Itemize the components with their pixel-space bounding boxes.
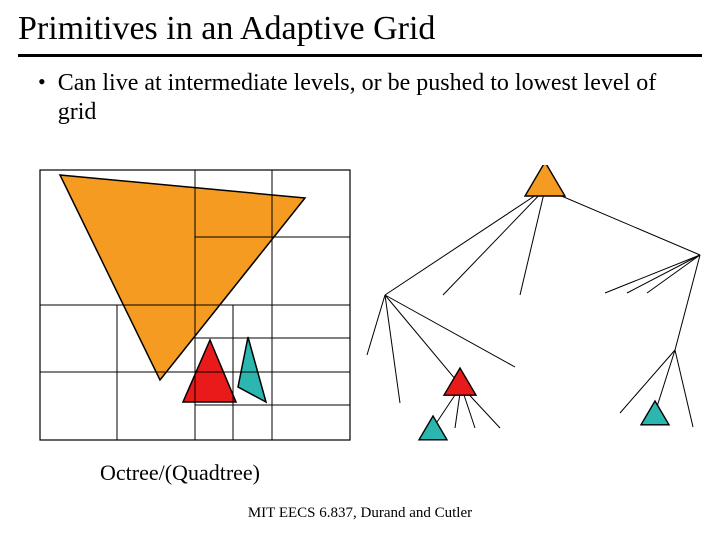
- bullet-text: Can live at intermediate levels, or be p…: [58, 69, 680, 128]
- title-rule: [18, 54, 702, 57]
- bullet-dot: •: [38, 69, 46, 96]
- slide-title: Primitives in an Adaptive Grid: [0, 0, 720, 54]
- bullet-1: • Can live at intermediate levels, or be…: [0, 69, 720, 128]
- slide-footer: MIT EECS 6.837, Durand and Cutler: [0, 505, 720, 522]
- quadtree-grid-diagram: [38, 168, 352, 442]
- diagram-caption: Octree/(Quadtree): [100, 460, 260, 486]
- octree-tree-diagram: [355, 165, 715, 445]
